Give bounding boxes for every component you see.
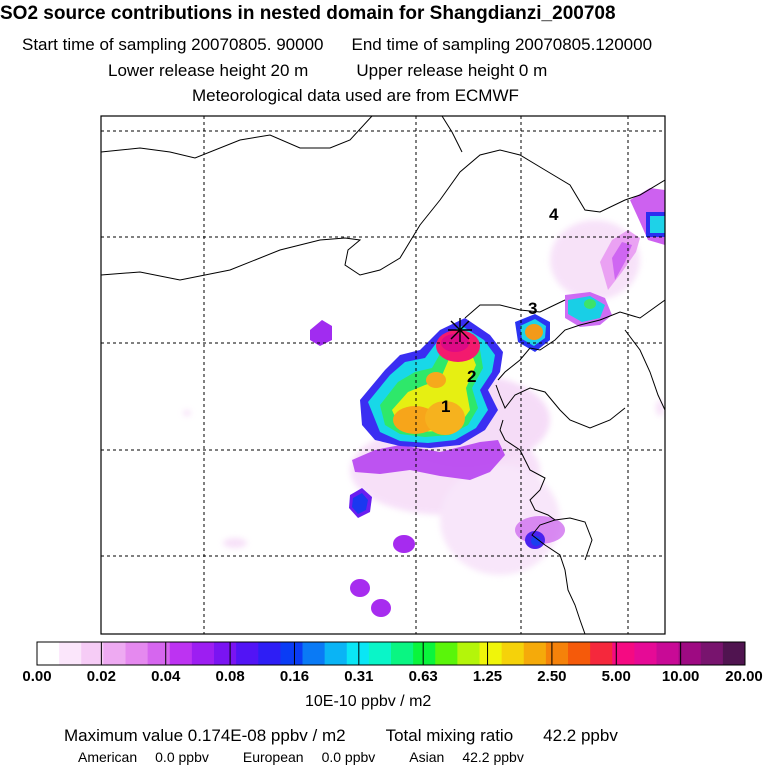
- colorbar-swatch: [479, 642, 503, 665]
- sampling-times: Start time of sampling 20070805. 90000 En…: [22, 35, 652, 55]
- colorbar-swatch: [258, 642, 281, 665]
- colorbar-tick-label: 0.02: [86, 668, 116, 685]
- colorbar-swatch: [435, 642, 458, 665]
- colorbar-swatch: [214, 642, 237, 665]
- colorbar-swatch: [545, 642, 569, 665]
- source-label-1: 1: [441, 397, 450, 416]
- plume-layer: [183, 188, 665, 617]
- colorbar-tick-label: 0.00: [22, 668, 52, 685]
- colorbar-tick-label: 0.16: [279, 668, 310, 685]
- european-label: European: [242, 749, 304, 765]
- american-label: American: [78, 749, 138, 765]
- colorbar-swatch: [346, 642, 370, 665]
- upper-release-label: Upper release height 0 m: [356, 61, 548, 80]
- asian-value: 42.2 ppbv: [462, 749, 524, 765]
- colorbar-swatch: [700, 642, 724, 665]
- colorbar-tick-label: 0.31: [344, 668, 374, 685]
- total-mixing-value: 42.2 ppbv: [543, 726, 618, 745]
- colorbar-swatch: [103, 642, 126, 665]
- colorbar-tick-label: 0.63: [408, 668, 438, 685]
- map-title: SO2 source contributions in nested domai…: [0, 3, 616, 24]
- star-marker: [448, 318, 472, 342]
- release-heights: Lower release height 20 m Upper release h…: [108, 61, 547, 81]
- max-value-line: Maximum value 0.174E-08 ppbv / m2 Total m…: [64, 726, 618, 746]
- asian-label: Asian: [409, 749, 445, 765]
- colorbar-swatch: [391, 642, 414, 665]
- colorbar-swatch: [678, 642, 702, 665]
- colorbar-swatch: [280, 642, 303, 665]
- colorbar-swatch: [413, 642, 436, 665]
- american-value: 0.0 ppbv: [155, 749, 209, 765]
- colorbar-swatch: [368, 642, 392, 665]
- colorbar-tick-label: 5.00: [601, 668, 631, 685]
- colorbar-tick-label: 2.50: [537, 668, 567, 685]
- colorbar-tick-label: 0.08: [215, 668, 245, 685]
- total-mixing-label: Total mixing ratio: [385, 726, 514, 745]
- colorbar-swatch: [81, 642, 104, 665]
- colorbar-swatch: [568, 642, 591, 665]
- source-label-3: 3: [528, 299, 537, 318]
- colorbar-swatch: [656, 642, 680, 665]
- end-time-label: End time of sampling 20070805.120000: [351, 35, 653, 54]
- source-label-4: 4: [549, 205, 559, 224]
- colorbar-swatch: [612, 642, 635, 665]
- coastlines: [101, 116, 665, 634]
- colorbar-tick-label: 10.00: [661, 668, 700, 685]
- colorbar-swatch: [523, 642, 547, 665]
- colorbar-swatch: [590, 642, 613, 665]
- colorbar-swatch: [236, 642, 259, 665]
- met-data-label: Meteorological data used are from ECMWF: [192, 86, 519, 105]
- colorbar-swatch: [457, 642, 480, 665]
- colorbar-swatch: [722, 642, 746, 665]
- colorbar-swatch: [59, 642, 82, 665]
- colorbar-tick-label: 1.25: [472, 668, 503, 685]
- colorbar-swatch: [147, 642, 171, 665]
- colorbar-swatch: [169, 642, 193, 665]
- colorbar-swatch: [302, 642, 326, 665]
- colorbar-swatch: [191, 642, 215, 665]
- colorbar: [36, 641, 746, 666]
- max-value-label: Maximum value 0.174E-08 ppbv / m2: [64, 726, 346, 745]
- colorbar-swatch: [501, 642, 525, 665]
- colorbar-tick-label: 0.04: [151, 668, 181, 685]
- region-breakdown: American 0.0 ppbv European 0.0 ppbv Asian 42.…: [78, 749, 524, 765]
- colorbar-tick-label: 20.00: [725, 668, 763, 685]
- start-time-label: Start time of sampling 20070805. 90000: [22, 35, 324, 54]
- colorbar-swatch: [324, 642, 348, 665]
- map-frame: [100, 115, 666, 635]
- european-value: 0.0 ppbv: [321, 749, 376, 765]
- lower-release-label: Lower release height 20 m: [108, 61, 309, 80]
- source-label-2: 2: [467, 367, 476, 386]
- colorbar-swatch: [37, 642, 60, 665]
- lat-lon-grid: [101, 116, 665, 634]
- colorbar-units: 10E-10 ppbv / m2: [305, 693, 432, 710]
- colorbar-swatch: [634, 642, 657, 665]
- colorbar-swatch: [125, 642, 149, 665]
